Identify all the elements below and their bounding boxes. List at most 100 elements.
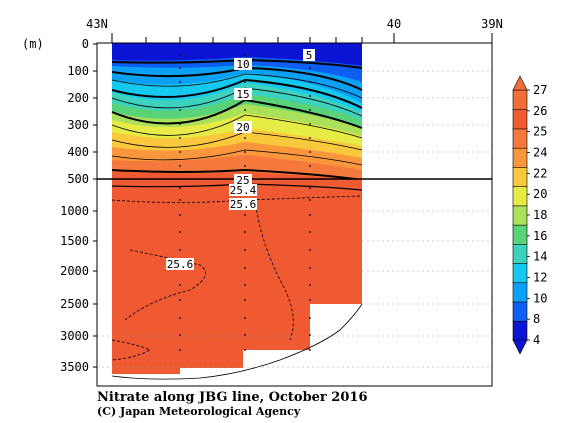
contour-label-25-6-deep-text: 25.6 [167, 258, 194, 271]
contour-label-10-text: 10 [236, 58, 249, 71]
sample-point [179, 187, 181, 189]
x-tick-label-43N: 43N [86, 17, 108, 31]
y-tick-label: 2500 [60, 297, 89, 311]
colorbar-tick-label: 22 [533, 166, 547, 180]
y-tick-label: 400 [67, 145, 89, 159]
x-tick-label-39N: 39N [481, 17, 503, 31]
sample-point [179, 54, 181, 56]
sample-point [179, 334, 181, 336]
sample-point [309, 284, 311, 286]
colorbar-segment [512, 243, 528, 264]
y-tick-label: 3000 [60, 329, 89, 343]
colorbar-segment [512, 262, 528, 284]
contour-22 [111, 114, 363, 139]
colorbar-segment [512, 108, 528, 130]
sample-point [309, 199, 311, 201]
sample-point [244, 249, 246, 251]
sample-point [179, 299, 181, 301]
contour-label-20: 20 [234, 121, 252, 134]
sample-point [179, 123, 181, 125]
contour-20 [111, 98, 363, 129]
contour-label-25-4-text: 25.4 [230, 184, 257, 197]
sample-point [179, 151, 181, 153]
y-tick-label: 100 [67, 64, 89, 78]
sample-point [309, 67, 311, 69]
colorbar: 4 8 10 12 14 16 18 20 22 24 25 26 27 [512, 75, 547, 355]
sample-point [309, 81, 311, 83]
sample-point [309, 267, 311, 269]
colorbar-tick-label: 8 [533, 312, 540, 326]
colorbar-tick-label: 14 [533, 250, 547, 264]
sample-point [309, 249, 311, 251]
y-tick-label: 500 [67, 172, 89, 186]
colorbar-top-arrow [512, 75, 528, 91]
colorbar-tick-label: 10 [533, 291, 547, 305]
contour-12 [111, 73, 363, 99]
colorbar-segment [512, 301, 528, 322]
contour-label-10: 10 [234, 58, 252, 71]
sample-point [179, 137, 181, 139]
contour-25-6-b [124, 249, 207, 321]
sample-point [179, 231, 181, 233]
colorbar-bottom-arrow [512, 339, 528, 355]
contour-label-5-text: 5 [306, 49, 313, 62]
colorbar-tick-label: 16 [533, 229, 547, 243]
colorbar-tick-label: 18 [533, 208, 547, 222]
sample-point [244, 151, 246, 153]
sample-point [309, 214, 311, 216]
colorbar-segment [512, 185, 528, 207]
sample-point [179, 214, 181, 216]
sample-point [244, 299, 246, 301]
sample-point [309, 299, 311, 301]
colorbar-tick-label: 4 [533, 333, 540, 347]
sample-point [179, 109, 181, 111]
sample-point [244, 317, 246, 319]
colorbar-tick-label: 26 [533, 104, 547, 118]
sample-point [244, 81, 246, 83]
sample-point [244, 54, 246, 56]
sample-point [244, 334, 246, 336]
sample-point [309, 95, 311, 97]
contour-label-25-4: 25.4 [229, 184, 257, 197]
colorbar-segment [512, 205, 528, 226]
colorbar-segment [512, 224, 528, 245]
sample-point [244, 137, 246, 139]
bottom-topography-line [111, 303, 363, 380]
y-tick-label: 1000 [60, 204, 89, 218]
sample-point [309, 137, 311, 139]
y-tick-label: 3500 [60, 360, 89, 374]
sample-point [309, 165, 311, 167]
sample-point [179, 81, 181, 83]
y-tick-label: 1500 [60, 234, 89, 248]
x-tick-label-40: 40 [387, 17, 401, 31]
sample-point [244, 109, 246, 111]
contour-label-25-6: 25.6 [229, 198, 257, 211]
contour-label-25-text: 25 [236, 174, 249, 187]
contour-25-6-c [111, 339, 151, 361]
chart-title: Nitrate along JBG line, October 2016 [97, 390, 368, 405]
sample-point [244, 165, 246, 167]
colorbar-tick-label: 20 [533, 187, 547, 201]
colorbar-segment [512, 89, 528, 111]
sample-point [309, 231, 311, 233]
colorbar-segment [512, 282, 528, 303]
sample-point [309, 109, 311, 111]
upper-panel-color-field [111, 43, 363, 179]
contour-25 [111, 168, 363, 179]
sample-point [179, 199, 181, 201]
sample-point [244, 267, 246, 269]
deep-water-fill [112, 179, 362, 374]
sample-point [179, 349, 181, 351]
sample-point [309, 151, 311, 153]
sample-point [179, 165, 181, 167]
sample-point [244, 284, 246, 286]
sample-point [244, 231, 246, 233]
sample-point [179, 284, 181, 286]
contour-label-5: 5 [303, 49, 315, 62]
contour-label-15: 15 [234, 88, 252, 101]
colorbar-segment [512, 320, 528, 341]
sample-point [309, 123, 311, 125]
contour-label-25: 25 [234, 174, 252, 187]
y-tick-label: 2000 [60, 264, 89, 278]
